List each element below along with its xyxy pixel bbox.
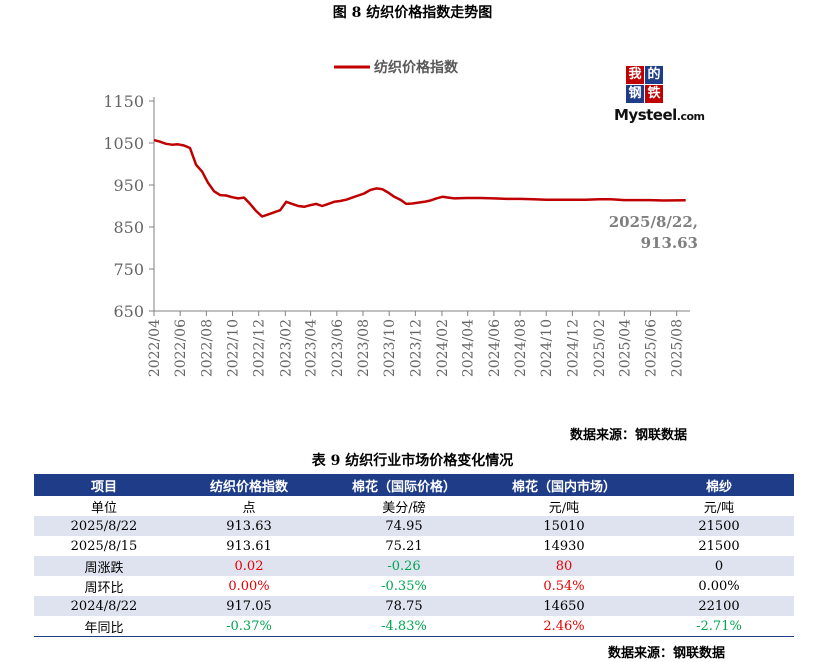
- table-cell: -0.37%: [174, 616, 324, 637]
- x-tick-label: 2025/04: [617, 319, 633, 377]
- logo-char: 的: [645, 66, 663, 84]
- table-cell: 年同比: [34, 616, 174, 637]
- table-cell: 2025/8/15: [70, 538, 138, 554]
- table-row: 年同比 -0.37% -4.83% 2.46% -2.71%: [34, 616, 794, 637]
- table-cell: 913.63: [174, 516, 324, 536]
- x-tick-label: 2024/02: [435, 319, 451, 377]
- table-cell: 单位: [90, 500, 117, 516]
- x-axis: 2022/04 2022/06 2022/08 2022/10 2022/12 2023/…: [147, 310, 690, 377]
- y-tick-label: 650: [113, 302, 144, 321]
- table-cell: 80: [484, 556, 644, 576]
- x-tick-label: 2025/02: [592, 319, 608, 377]
- header-cell: 棉纱: [644, 474, 794, 496]
- x-tick-label: 2023/12: [408, 319, 424, 377]
- table-cell: 21500: [644, 516, 794, 536]
- table-cell: 14650: [484, 596, 644, 616]
- chart-legend: 纺织价格指数: [334, 59, 459, 76]
- table-row: 2025/8/15 913.61 75.21 14930 21500: [34, 536, 794, 556]
- y-tick-label: 750: [113, 260, 144, 279]
- logo-brand: Mysteel.com: [614, 106, 705, 124]
- x-tick-label: 2024/08: [513, 319, 529, 377]
- table-row: 2024/8/22 917.05 78.75 14650 22100: [34, 596, 794, 616]
- table-row: 周涨跌 0.02 -0.26 80 0: [34, 556, 794, 576]
- x-tick-label: 2022/06: [173, 319, 189, 377]
- table-cell: 2024/8/22: [34, 596, 174, 616]
- x-tick-label: 2024/12: [565, 319, 581, 377]
- y-tick-label: 1150: [103, 92, 144, 111]
- table-cell: 元/吨: [703, 500, 735, 516]
- x-tick-label: 2025/06: [644, 319, 660, 377]
- table-cell: 0.00%: [698, 578, 740, 594]
- table-cell: 点: [242, 500, 256, 516]
- x-tick-label: 2023/04: [304, 319, 320, 377]
- table-cell: 14930: [543, 538, 585, 554]
- table-cell: 周涨跌: [34, 556, 174, 576]
- table-cell: 2025/8/22: [34, 516, 174, 536]
- table-source: 数据来源：钢联数据: [608, 646, 726, 661]
- logo-char: 我: [626, 66, 644, 84]
- x-tick-label: 2022/12: [252, 319, 268, 377]
- table-cell: 75.21: [385, 538, 423, 554]
- table-cell: 74.95: [324, 516, 484, 536]
- table-cell: -2.71%: [644, 616, 794, 637]
- annotation-date: 2025/8/22,: [608, 213, 698, 231]
- table-cell: 0: [644, 556, 794, 576]
- y-tick-label: 1050: [103, 134, 144, 153]
- table-row: 2025/8/22 913.63 74.95 15010 21500: [34, 516, 794, 536]
- annotation-value: 913.63: [640, 234, 698, 252]
- price-table: 项目 纺织价格指数 棉花（国际价格） 棉花（国内市场） 棉纱 单位 点 美分/磅 元/…: [34, 474, 794, 637]
- legend-label: 纺织价格指数: [374, 59, 459, 76]
- x-tick-label: 2024/04: [461, 319, 477, 377]
- table-row: 周环比 0.00% -0.35% 0.54% 0.00%: [34, 576, 794, 596]
- table-cell: 78.75: [324, 596, 484, 616]
- table-cell: 917.05: [174, 596, 324, 616]
- header-cell: 项目: [34, 474, 174, 496]
- logo-char: 铁: [645, 85, 663, 103]
- x-tick-label: 2023/02: [278, 319, 294, 377]
- table-title: 表 9 纺织行业市场价格变化情况: [311, 453, 514, 469]
- x-tick-label: 2023/10: [382, 319, 398, 377]
- table-header-row: 项目 纺织价格指数 棉花（国际价格） 棉花（国内市场） 棉纱: [34, 474, 794, 496]
- logo-char: 钢: [626, 85, 644, 103]
- table-cell: 0.02: [174, 556, 324, 576]
- y-axis: 650 750 850 950 1050 1150: [103, 92, 155, 321]
- header-cell: 纺织价格指数: [174, 474, 324, 496]
- table-cell: -4.83%: [324, 616, 484, 637]
- x-tick-label: 2024/06: [487, 319, 503, 377]
- table-cell: 0.00%: [228, 578, 270, 594]
- x-tick-label: 2022/04: [147, 319, 163, 377]
- x-tick-label: 2024/10: [539, 319, 555, 377]
- y-tick-label: 950: [113, 176, 144, 195]
- table-cell: -0.26: [324, 556, 484, 576]
- table-cell: 913.61: [226, 538, 272, 554]
- table-cell: 元/吨: [548, 500, 580, 516]
- x-tick-label: 2025/08: [670, 319, 686, 377]
- mysteel-logo: 我 的 钢 铁 Mysteel.com: [614, 64, 705, 126]
- x-tick-label: 2022/10: [226, 319, 242, 377]
- x-tick-label: 2022/08: [199, 319, 215, 377]
- table-cell: 15010: [484, 516, 644, 536]
- table-cell: 0.54%: [543, 578, 585, 594]
- x-tick-label: 2023/06: [330, 319, 346, 377]
- chart-source: 数据来源：钢联数据: [570, 428, 688, 443]
- last-value-annotation: 2025/8/22, 913.63: [602, 212, 698, 254]
- series-line: [153, 138, 686, 218]
- table-cell: 22100: [644, 596, 794, 616]
- y-tick-label: 850: [113, 218, 144, 237]
- figure-title: 图 8 纺织价格指数走势图: [332, 5, 493, 21]
- header-cell: 棉花（国际价格）: [324, 474, 484, 496]
- table-cell: 周环比: [84, 580, 124, 596]
- table-row: 单位 点 美分/磅 元/吨 元/吨: [34, 496, 794, 516]
- table-cell: -0.35%: [381, 578, 427, 594]
- table-cell: 2.46%: [484, 616, 644, 637]
- table-cell: 美分/磅: [382, 500, 426, 516]
- table-cell: 21500: [698, 538, 740, 554]
- header-cell: 棉花（国内市场）: [484, 474, 644, 496]
- x-tick-label: 2023/08: [356, 319, 372, 377]
